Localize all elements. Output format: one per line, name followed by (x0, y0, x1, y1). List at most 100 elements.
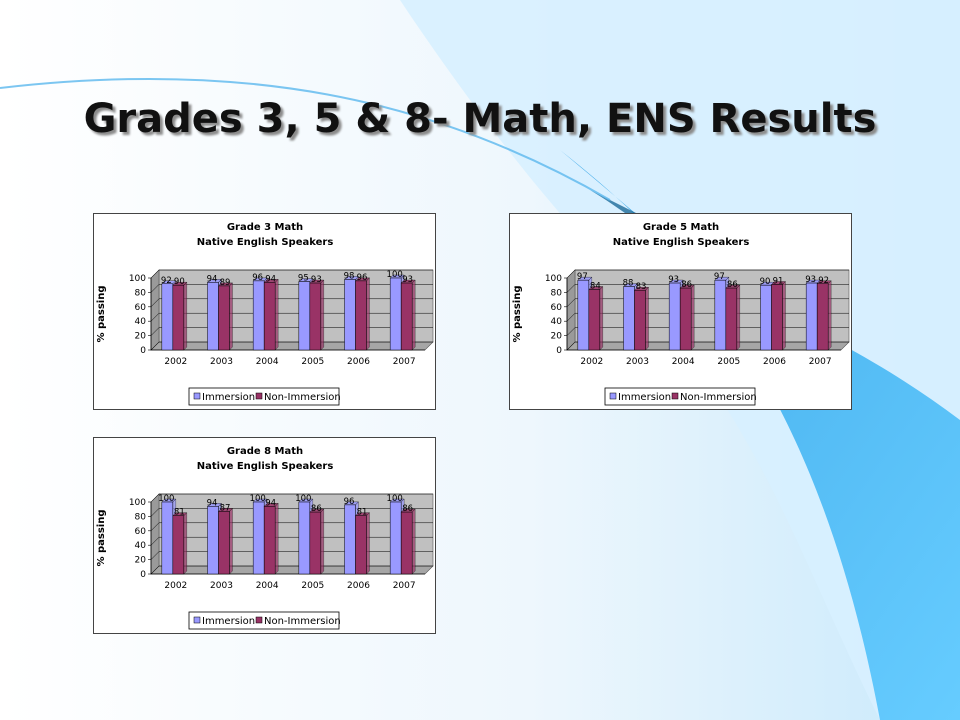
gridline-side (150, 341, 160, 351)
data-label: 87 (220, 503, 231, 513)
data-label: 81 (174, 508, 185, 518)
bar-side (411, 508, 416, 575)
bar-side (782, 280, 786, 351)
bar-side (736, 284, 741, 351)
y-tick-label: 80 (135, 288, 147, 298)
x-tick-label: 2006 (763, 357, 786, 367)
blue-swoosh (560, 150, 960, 720)
chart-subtitle: Native English Speakers (613, 237, 750, 248)
chart-svg: Grade 3 Math Native English Speakers 0 20 40… (96, 222, 434, 406)
x-tick-label: 2007 (809, 357, 832, 367)
x-tick-label: 2004 (672, 357, 695, 367)
data-label: 83 (636, 282, 647, 292)
legend-swatch (193, 616, 201, 624)
data-label: 92 (161, 276, 172, 286)
bar-immersion (344, 504, 356, 575)
bar-immersion (207, 506, 219, 575)
plot-area (574, 269, 850, 343)
gridline-side (150, 493, 160, 503)
y-tick-label: 80 (551, 288, 563, 298)
y-tick-label: 20 (135, 556, 147, 566)
y-tick-label: 60 (551, 303, 563, 313)
bar-immersion (623, 286, 635, 351)
bar-immersion (344, 279, 356, 351)
x-tick-label: 2002 (164, 357, 187, 367)
bar-side (229, 507, 233, 575)
chart-grade-8-math: Grade 8 Math Native English Speakers 0 20 40… (93, 437, 436, 634)
chart-subtitle: Native English Speakers (197, 237, 334, 248)
bar-immersion (389, 277, 402, 351)
plot-side-wall (150, 269, 160, 351)
bar-side (229, 282, 233, 351)
data-label: 100 (158, 494, 174, 504)
chart-title: Grade 8 Math (227, 446, 303, 457)
legend-swatch (255, 616, 263, 624)
legend-box (188, 611, 340, 630)
y-tick-label: 60 (135, 527, 147, 537)
data-label: 93 (311, 275, 322, 285)
bar-non-immersion (679, 287, 692, 351)
gridline-side (150, 298, 160, 307)
data-label: 91 (773, 276, 784, 286)
bar-immersion (298, 281, 311, 351)
gridline-side (150, 565, 160, 575)
bar-non-immersion (400, 282, 413, 351)
data-label: 100 (387, 494, 403, 504)
bar-side (274, 278, 279, 351)
bar-side (320, 279, 325, 351)
gridline-side (150, 284, 160, 293)
x-tick-label: 2003 (626, 357, 649, 367)
data-label: 93 (668, 275, 679, 285)
legend-box (188, 387, 340, 406)
bar-side (827, 280, 832, 351)
data-label: 95 (298, 274, 309, 284)
data-label: 97 (577, 272, 588, 282)
data-label: 86 (727, 280, 738, 290)
bar-non-immersion (771, 284, 783, 351)
chart-grade-3-math: Grade 3 Math Native English Speakers 0 20 40… (93, 213, 436, 410)
gridline-side (566, 341, 576, 351)
y-tick-label: 0 (140, 346, 146, 356)
chart-svg: Grade 8 Math Native English Speakers 0 20 40… (96, 446, 434, 630)
data-label: 96 (357, 273, 368, 283)
bar-side (366, 512, 370, 575)
data-label: 93 (805, 275, 816, 285)
bar-non-immersion (218, 285, 230, 351)
y-axis-label: % passing (96, 285, 107, 342)
data-label: 86 (311, 504, 322, 514)
y-tick-label: 20 (135, 332, 147, 342)
y-tick-label: 20 (551, 332, 563, 342)
y-tick-label: 100 (545, 274, 562, 284)
data-label: 96 (252, 273, 263, 283)
legend-label: Non-Immersion (680, 392, 757, 403)
gridline-side (150, 327, 160, 336)
data-label: 86 (402, 504, 413, 514)
data-label: 96 (344, 497, 355, 507)
y-axis-label: % passing (512, 285, 523, 342)
bar-immersion (577, 279, 590, 351)
x-tick-label: 2005 (301, 581, 324, 591)
y-tick-label: 60 (135, 303, 147, 313)
bar-immersion (805, 282, 818, 351)
data-label: 92 (818, 276, 829, 286)
y-tick-label: 0 (556, 346, 562, 356)
x-tick-label: 2002 (164, 581, 187, 591)
bar-side (366, 277, 370, 351)
bar-immersion (714, 279, 727, 351)
gridline-side (150, 508, 160, 517)
chart-grade-5-math: Grade 5 Math Native English Speakers 0 20 40… (509, 213, 852, 410)
data-label: 100 (387, 270, 403, 280)
data-label: 89 (220, 278, 231, 288)
gridline-side (150, 313, 160, 322)
data-label: 94 (265, 498, 276, 508)
light-swoosh (400, 0, 960, 720)
gridline-side (566, 327, 576, 336)
legend-swatch (609, 392, 617, 400)
x-tick-label: 2003 (210, 357, 233, 367)
y-tick-label: 40 (135, 541, 147, 551)
bar-immersion (252, 501, 265, 575)
chart-title: Grade 3 Math (227, 222, 303, 233)
bar-non-immersion (634, 289, 646, 351)
bar-immersion (161, 501, 174, 575)
data-label: 88 (623, 279, 634, 289)
